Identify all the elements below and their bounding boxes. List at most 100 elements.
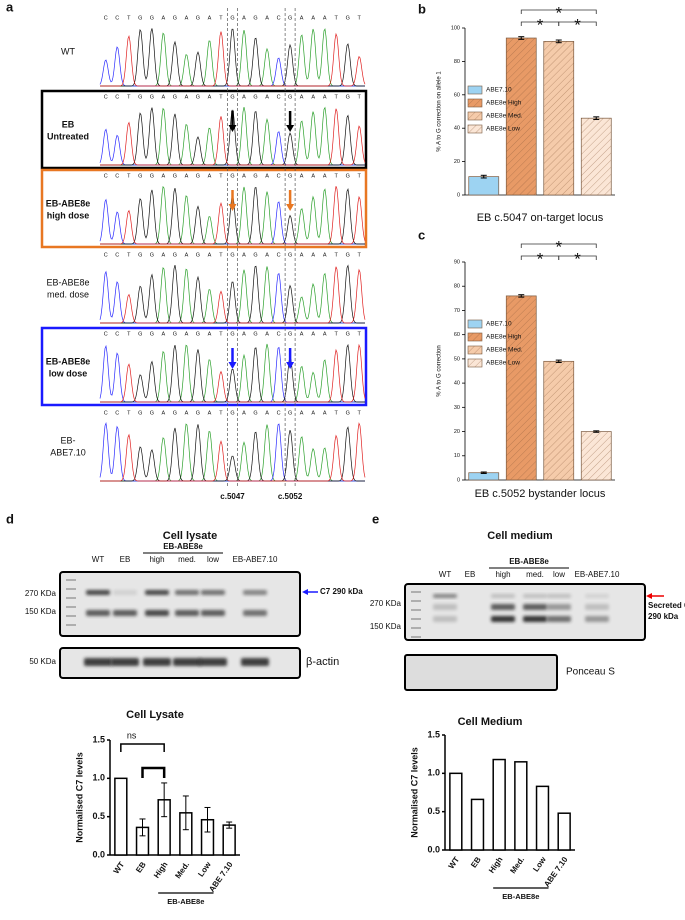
y-tick-label: 40 <box>454 126 460 132</box>
sig-bracket <box>558 255 597 260</box>
group-label: EB-ABE8e <box>167 897 204 906</box>
band <box>201 610 225 616</box>
base-call: G <box>150 252 154 258</box>
row-label: EB-ABE8e <box>46 277 89 287</box>
trace <box>100 424 365 482</box>
band <box>433 616 457 622</box>
base-call: T <box>127 331 131 337</box>
band-label: Secreted C7 <box>648 601 685 610</box>
bar-hatch <box>506 295 537 480</box>
bar <box>470 798 485 851</box>
y-tick-label: 20 <box>454 159 460 165</box>
base-call: G <box>138 15 142 21</box>
band <box>585 616 609 622</box>
sig-bracket <box>520 243 597 248</box>
base-call: G <box>173 15 177 21</box>
chart-title: EB c.5047 on-target locus <box>477 212 604 224</box>
base-call: G <box>173 410 177 416</box>
bar-hatch <box>543 361 574 480</box>
trace <box>100 266 365 324</box>
base-call: A <box>265 15 269 21</box>
base-call: G <box>230 173 234 179</box>
legend-label: ABE8e High <box>486 334 522 341</box>
base-call: C <box>277 252 281 258</box>
base-call: G <box>288 410 292 416</box>
base-call: C <box>277 173 281 179</box>
legend-hatch <box>468 346 482 354</box>
base-call: C <box>277 15 281 21</box>
band <box>243 590 267 595</box>
band <box>113 610 137 616</box>
base-call: G <box>230 410 234 416</box>
base-call: A <box>242 173 246 179</box>
base-call: C <box>115 410 119 416</box>
x-tick-label: High <box>487 855 505 875</box>
x-tick-label: Low <box>531 855 548 874</box>
band <box>145 590 169 595</box>
base-call: C <box>115 173 119 179</box>
base-call: G <box>173 173 177 179</box>
blot-title: Cell medium <box>487 530 553 542</box>
base-call: A <box>208 15 212 21</box>
row-label: med. dose <box>47 289 89 299</box>
panel-label: b <box>418 1 426 16</box>
y-tick-label: 0.5 <box>427 806 440 816</box>
arrow-head <box>228 204 237 211</box>
trace <box>100 422 366 482</box>
arrow-head <box>286 362 295 369</box>
base-call: A <box>300 94 304 100</box>
y-axis-label: Normalised C7 levels <box>409 747 419 838</box>
y-tick-label: 0 <box>457 192 460 198</box>
lane-label: low <box>207 555 219 564</box>
base-call: A <box>208 410 212 416</box>
base-call: G <box>150 331 154 337</box>
base-call: T <box>358 410 362 416</box>
y-tick-label: 60 <box>454 332 460 338</box>
panel-label: a <box>6 0 14 14</box>
base-call: G <box>196 331 200 337</box>
base-call: G <box>196 94 200 100</box>
sig-star: * <box>537 15 544 34</box>
loading-blot <box>404 654 558 691</box>
base-call: A <box>311 331 315 337</box>
row-label: EB <box>62 119 75 129</box>
base-call: G <box>150 94 154 100</box>
group-label: EB-ABE8e <box>502 892 539 901</box>
base-call: G <box>138 331 142 337</box>
y-tick-label: 80 <box>454 59 460 65</box>
arrow-head <box>228 362 237 369</box>
band <box>523 594 547 598</box>
y-tick-label: 0.0 <box>92 849 105 859</box>
x-tick-label: WT <box>112 860 127 875</box>
base-call: A <box>300 15 304 21</box>
base-call: C <box>104 173 108 179</box>
base-call: G <box>253 173 257 179</box>
base-call: C <box>104 410 108 416</box>
base-call: G <box>288 94 292 100</box>
sig-bracket <box>141 766 166 778</box>
base-call: C <box>115 94 119 100</box>
band <box>523 604 547 610</box>
lane-label: WT <box>439 570 452 579</box>
row-label: EB-ABE8e <box>46 356 91 366</box>
base-call: A <box>265 252 269 258</box>
bar-hatch <box>506 38 537 195</box>
band <box>491 616 515 622</box>
trace <box>100 28 365 87</box>
base-call: T <box>335 252 339 258</box>
base-call: G <box>173 94 177 100</box>
bar <box>114 777 128 856</box>
lane-label: med. <box>526 570 544 579</box>
legend-hatch <box>468 125 482 133</box>
base-call: G <box>230 252 234 258</box>
x-tick-label: Med. <box>508 855 526 875</box>
band <box>86 590 110 595</box>
sig-star: * <box>555 3 562 22</box>
base-call: A <box>311 94 315 100</box>
base-call: A <box>162 410 166 416</box>
lane-label: med. <box>178 555 196 564</box>
sig-bracket <box>558 21 597 26</box>
band <box>241 658 269 666</box>
trace <box>100 186 366 245</box>
